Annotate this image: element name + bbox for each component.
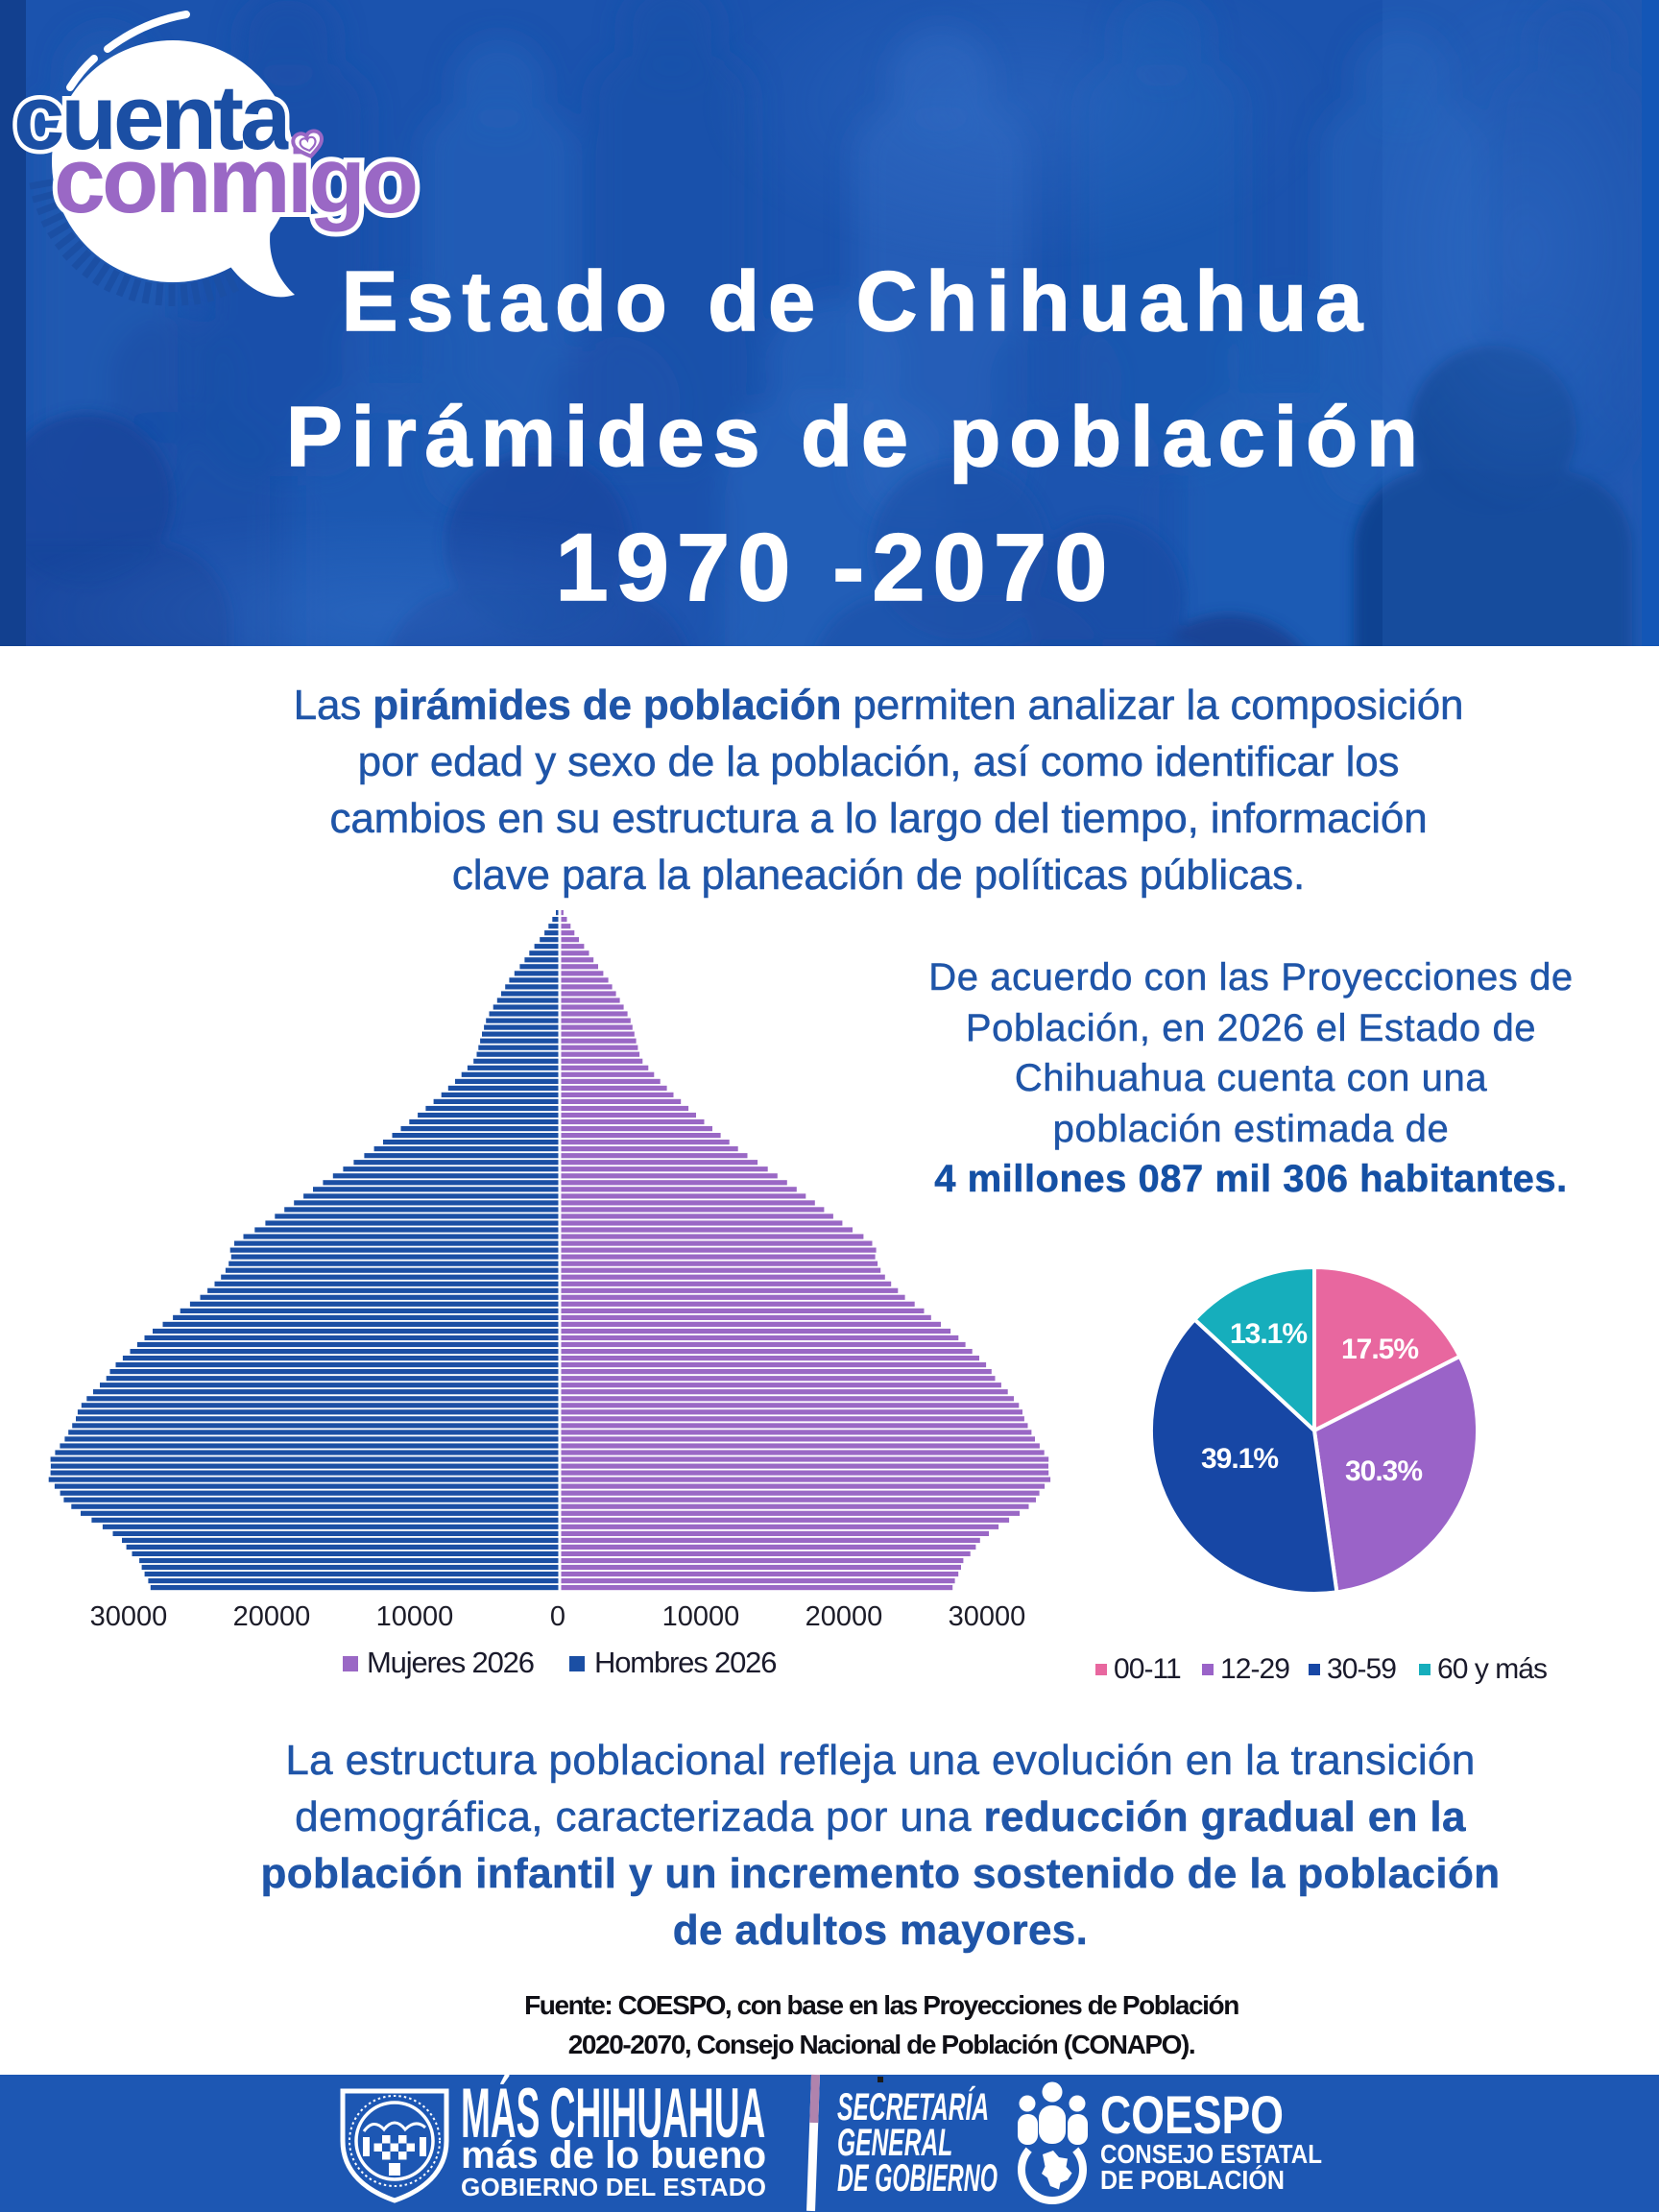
- svg-text:17.5%: 17.5%: [1341, 1334, 1418, 1365]
- svg-text:13.1%: 13.1%: [1230, 1318, 1307, 1350]
- svg-text:30.3%: 30.3%: [1345, 1455, 1422, 1487]
- svg-text:39.1%: 39.1%: [1201, 1443, 1278, 1475]
- svg-text:conmigo: conmigo: [54, 128, 416, 232]
- svg-text:cuenta: cuenta: [13, 66, 292, 169]
